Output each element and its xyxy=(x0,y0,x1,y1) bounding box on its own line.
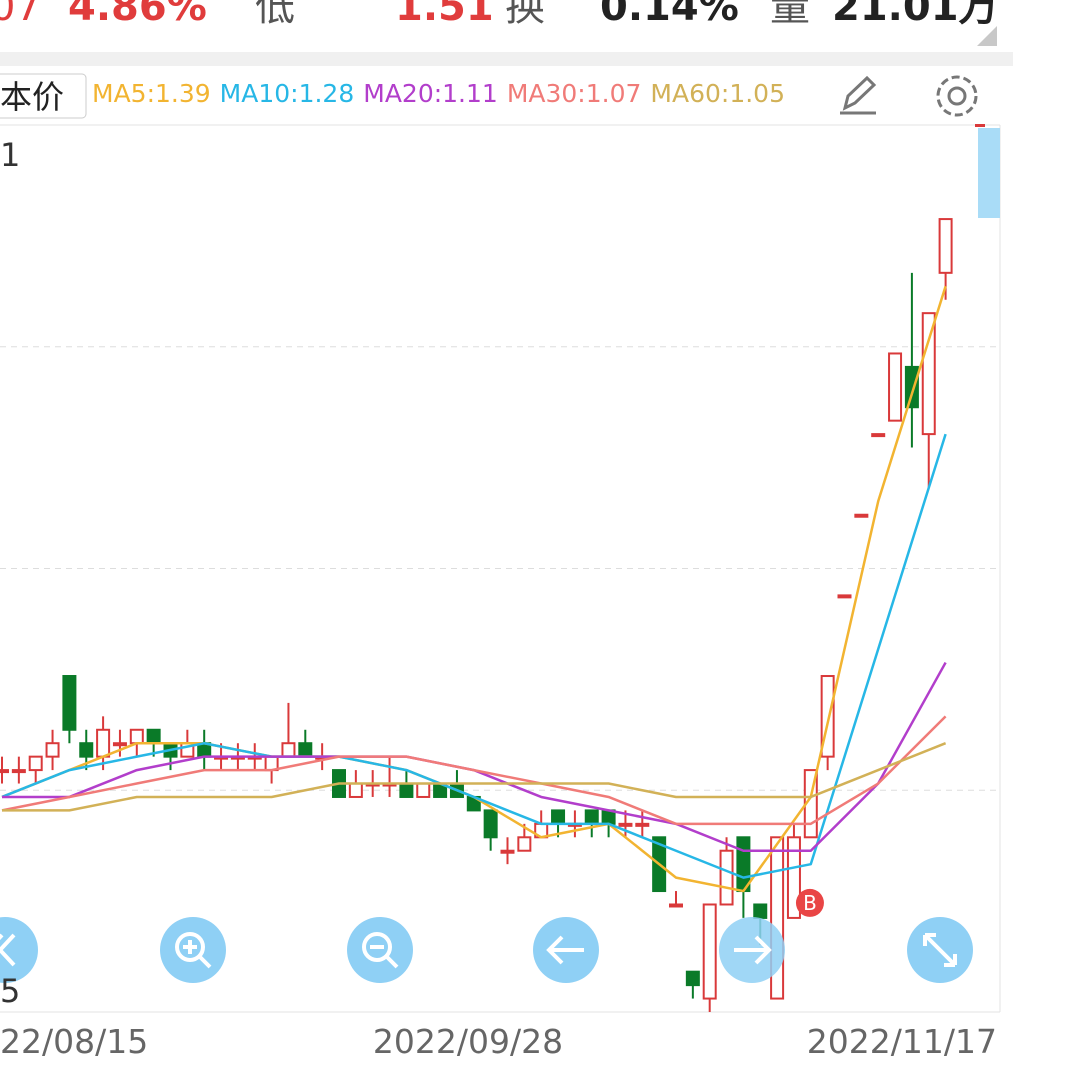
candle-body xyxy=(416,782,431,798)
candle-body xyxy=(0,769,9,774)
zoom-out-button[interactable] xyxy=(347,917,413,983)
candle-body xyxy=(96,728,111,758)
candle-body xyxy=(79,742,94,758)
scroll-marker xyxy=(975,124,985,127)
pencil-icon[interactable] xyxy=(840,75,877,115)
legend-item: MA20:1.11 xyxy=(363,79,498,108)
candle-body xyxy=(854,513,869,518)
divider xyxy=(0,52,1013,66)
candle-body xyxy=(500,849,515,854)
header-item: 量 xyxy=(770,0,810,30)
candle-body xyxy=(938,218,953,274)
candle-body xyxy=(517,836,532,852)
legend-item: MA5:1.39 xyxy=(92,79,211,108)
zoom-out-icon xyxy=(370,945,399,969)
gear-icon[interactable] xyxy=(936,75,978,117)
candle-body xyxy=(112,742,127,747)
buy-marker-label: B xyxy=(803,891,817,915)
candle-body xyxy=(483,809,498,839)
date-label: 22/08/15 xyxy=(0,1022,148,1061)
candle-body xyxy=(129,728,144,745)
candle-body xyxy=(399,782,414,798)
header-item: 1.51 xyxy=(395,0,494,30)
price-button-label[interactable]: 本价 xyxy=(0,78,64,116)
legend-item: MA10:1.28 xyxy=(220,79,355,108)
left-icon xyxy=(546,935,584,965)
candle-body xyxy=(719,849,734,906)
candle-body xyxy=(584,809,599,825)
candle-body xyxy=(618,822,633,827)
candle-body xyxy=(736,836,751,893)
candle-body xyxy=(753,903,768,919)
nav-buttons xyxy=(0,917,973,983)
y-axis-bottom-label: 5 xyxy=(0,972,20,1010)
fullscreen-icon xyxy=(923,933,957,967)
header-item: 21.01万 xyxy=(832,0,999,30)
candle-body xyxy=(298,742,313,758)
header-item: 0.14% xyxy=(600,0,739,30)
candle-body xyxy=(635,822,650,827)
ma-line xyxy=(1,715,947,826)
first-button[interactable] xyxy=(0,917,38,983)
zoom-in-button[interactable] xyxy=(160,917,226,983)
buy-marker xyxy=(795,888,824,917)
ma-line xyxy=(2,742,947,812)
zoom-in-icon xyxy=(183,940,212,969)
legend-item: MA60:1.05 xyxy=(650,79,785,108)
candle-body xyxy=(348,782,363,798)
candle-body xyxy=(702,903,717,1000)
date-label: 2022/09/28 xyxy=(373,1022,563,1061)
ma-line xyxy=(1,433,947,879)
date-label: 2022/11/17 xyxy=(807,1022,997,1061)
candle-body xyxy=(669,903,683,908)
candle-body xyxy=(685,970,700,987)
candle-body xyxy=(146,728,161,745)
corner-triangle[interactable] xyxy=(977,26,997,46)
candle-body xyxy=(281,742,296,758)
candle-body xyxy=(11,769,26,774)
candle-body xyxy=(45,742,60,758)
scrollbar[interactable] xyxy=(978,128,1000,218)
header-item: 换 xyxy=(505,0,545,30)
zoom-out-icon xyxy=(362,932,392,962)
zoom-in-icon xyxy=(175,932,205,962)
candle-body xyxy=(921,312,936,436)
header-item: 低 xyxy=(255,0,295,30)
y-axis-top-label: 1 xyxy=(0,136,20,174)
candle-body xyxy=(551,809,566,825)
price-button[interactable] xyxy=(0,73,87,119)
first-icon xyxy=(0,933,16,967)
right-icon xyxy=(734,935,772,965)
header-item: 4.86% xyxy=(68,0,207,30)
candle-body xyxy=(28,755,43,772)
candle-body xyxy=(62,675,77,731)
candle-body xyxy=(871,433,886,438)
candle-body xyxy=(904,365,919,409)
candle-body xyxy=(888,352,903,422)
legend-item: MA30:1.07 xyxy=(507,79,642,108)
candle-body xyxy=(837,594,852,599)
header-item: 07 xyxy=(0,0,41,30)
